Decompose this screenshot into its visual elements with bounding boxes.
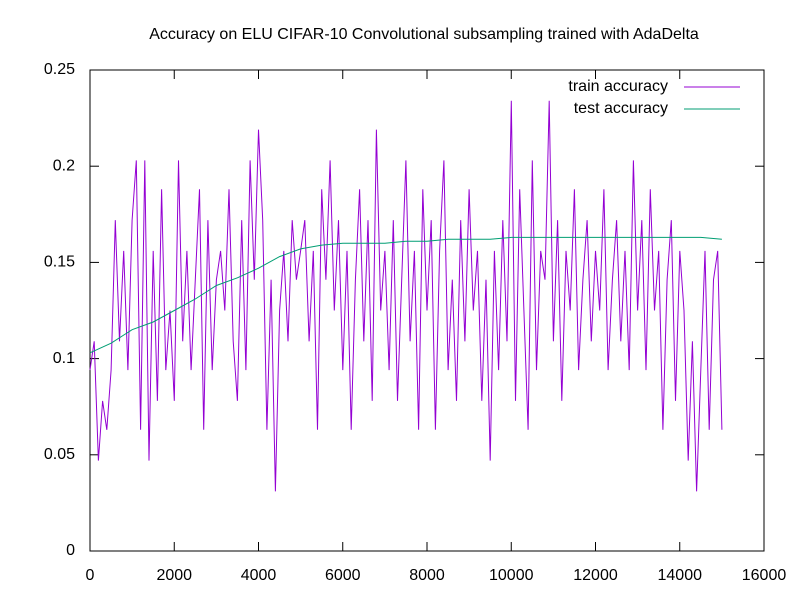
data-line bbox=[89, 100, 723, 492]
data-line bbox=[89, 236, 722, 354]
y-tick-label: 0.15 bbox=[44, 254, 75, 271]
y-tick-label: 0.25 bbox=[44, 61, 75, 78]
x-tick-label: 10000 bbox=[489, 567, 534, 584]
y-tick-label: 0 bbox=[66, 542, 75, 559]
x-tick-label: 6000 bbox=[325, 567, 361, 584]
y-tick-label: 0.05 bbox=[44, 446, 75, 463]
x-tick-label: 8000 bbox=[409, 567, 445, 584]
legend-label: train accuracy bbox=[568, 78, 668, 95]
x-tick-label: 2000 bbox=[156, 567, 192, 584]
y-tick-label: 0.2 bbox=[53, 157, 75, 174]
x-tick-label: 12000 bbox=[573, 567, 618, 584]
x-tick-label: 16000 bbox=[742, 567, 787, 584]
x-tick-label: 4000 bbox=[241, 567, 277, 584]
y-tick-label: 0.1 bbox=[53, 350, 75, 367]
chart-title: Accuracy on ELU CIFAR-10 Convolutional s… bbox=[149, 26, 699, 43]
x-tick-label: 0 bbox=[86, 567, 95, 584]
x-tick-label: 14000 bbox=[658, 567, 703, 584]
legend-label: test accuracy bbox=[574, 100, 668, 117]
